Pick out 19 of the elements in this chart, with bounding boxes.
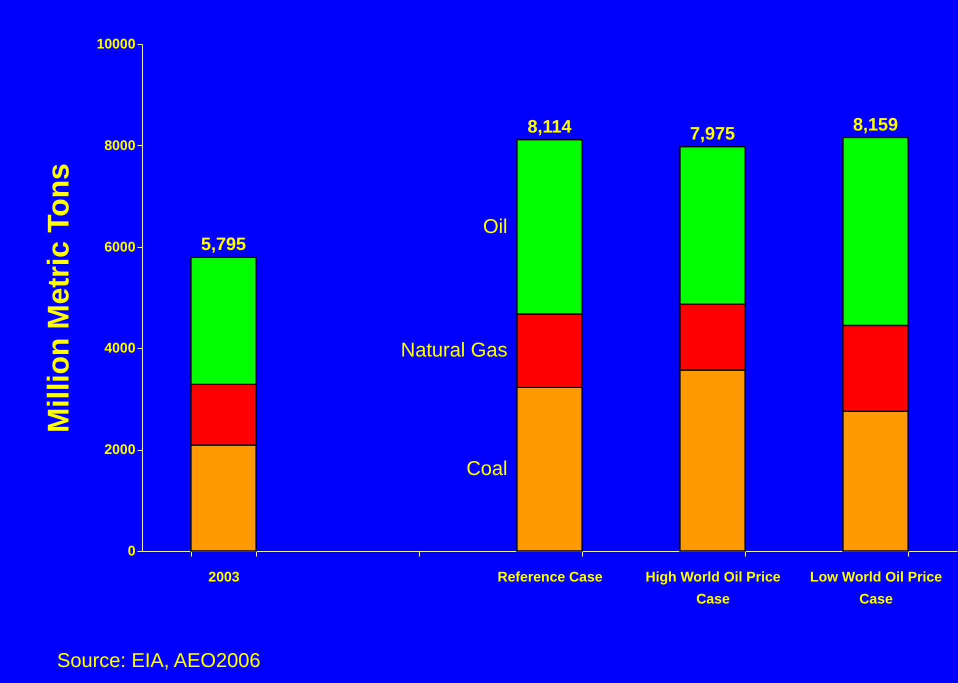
x-tick-label: High World Oil Price Case bbox=[645, 568, 781, 606]
total-label: 8,159 bbox=[852, 114, 898, 134]
y-tick-label: 0 bbox=[128, 542, 136, 558]
y-tick-label: 10000 bbox=[96, 36, 136, 52]
y-tick-label: 6000 bbox=[104, 238, 136, 254]
x-tick-label: Low World Oil Price Case bbox=[810, 568, 942, 606]
series-label: Oil bbox=[483, 216, 508, 238]
y-tick-label: 2000 bbox=[104, 441, 136, 458]
total-label: 5,795 bbox=[200, 234, 246, 254]
y-axis-title: Million Metric Tons bbox=[42, 163, 76, 433]
x-tick-label: Reference Case bbox=[497, 568, 603, 584]
series-label: Coal bbox=[466, 458, 508, 480]
x-tick-label: 2003 bbox=[208, 568, 240, 584]
total-label: 7,975 bbox=[690, 124, 736, 144]
source-note: Source: EIA, AEO2006 bbox=[57, 650, 260, 673]
y-tick-label: 8000 bbox=[104, 136, 136, 153]
total-label: 8,114 bbox=[527, 116, 572, 137]
series-label: Natural Gas bbox=[400, 340, 508, 362]
y-tick-label: 4000 bbox=[104, 340, 136, 356]
